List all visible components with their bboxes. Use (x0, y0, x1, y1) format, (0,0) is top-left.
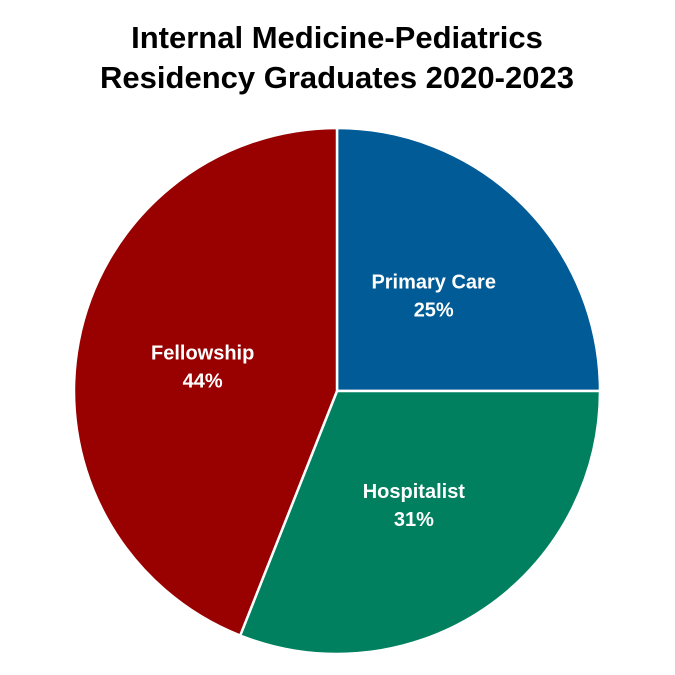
slice-label: Hospitalist (363, 481, 466, 503)
pie-slice (335, 126, 602, 393)
pie-slice (72, 126, 339, 638)
slice-label: Fellowship (151, 342, 254, 364)
slice-value-label: 25% (414, 299, 454, 321)
chart-title: Residency Graduates 2020-2023 (100, 60, 574, 95)
slice-label: Primary Care (371, 271, 496, 293)
slice-value-label: 44% (183, 370, 223, 392)
slice-value-label: 31% (394, 509, 434, 531)
chart-title: Internal Medicine-Pediatrics (131, 20, 543, 55)
pie-slice (238, 389, 602, 656)
